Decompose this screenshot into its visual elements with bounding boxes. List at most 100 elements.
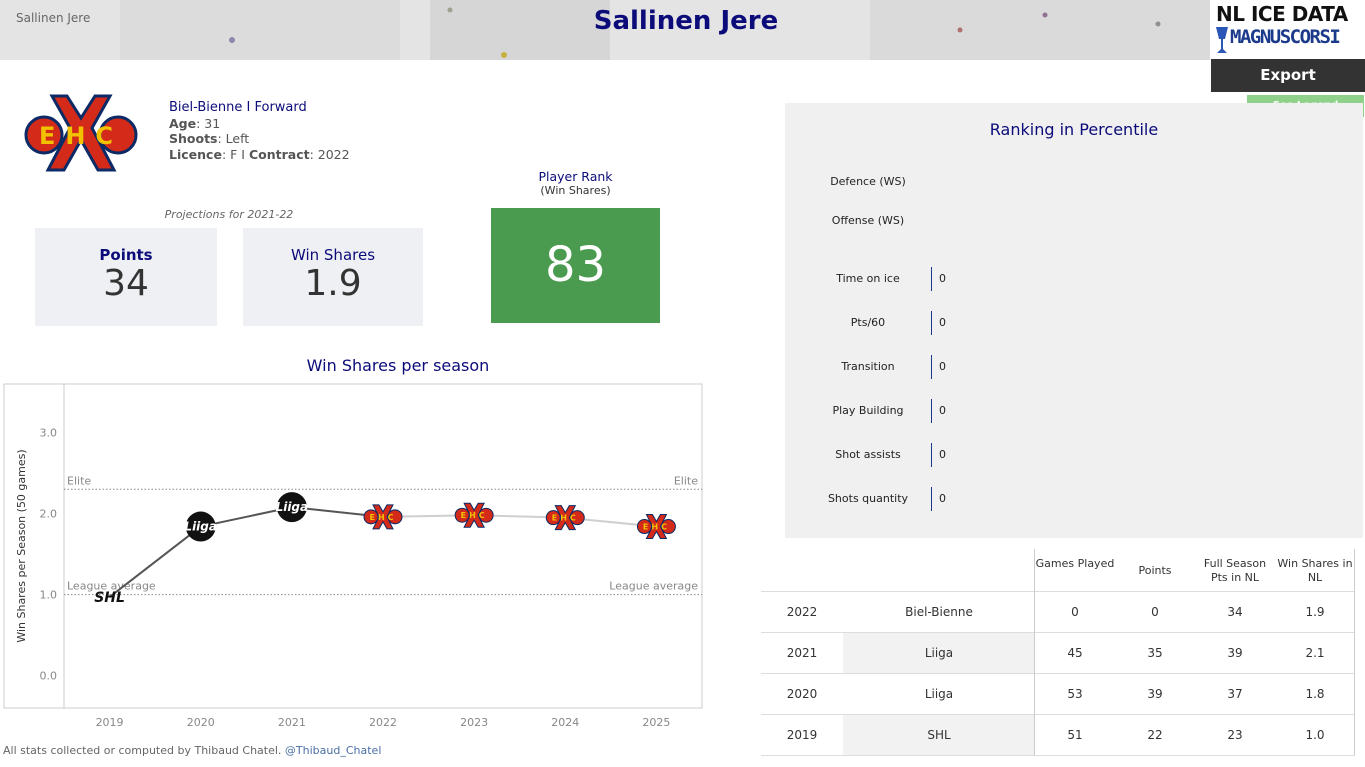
age-value: : 31 [196, 115, 221, 131]
team-logo: EHC [24, 94, 138, 172]
ehc-logo-left [363, 509, 379, 525]
table-cell-ws: 1.8 [1305, 687, 1325, 701]
ehc-logo-text: EHC [369, 513, 396, 522]
points-label: Points [99, 246, 153, 264]
page-title: Sallinen Jere [593, 6, 779, 36]
percentile-row: Shots quantity 0 [785, 487, 1363, 511]
twitter-handle-link[interactable]: @Thibaud_Chatel [284, 744, 382, 757]
percentile-value: 0 [939, 448, 946, 461]
column-header[interactable]: Points [1138, 564, 1172, 577]
table-bottom-border [761, 755, 1355, 756]
win-shares-label: Win Shares [290, 246, 376, 264]
header-banner: Sallinen Jere Sallinen Jere [0, 0, 1210, 60]
shoots-value: : Left [217, 131, 250, 146]
contract-label: Contract [248, 146, 310, 162]
reference-label-right: Elite [674, 474, 698, 487]
table-cell-league: Biel-Bienne [905, 605, 973, 619]
percentile-bar [931, 487, 932, 511]
liiga-logo-icon [276, 492, 307, 523]
ehc-logo-icon [372, 504, 394, 530]
player-rank-title: Player Rank (Win Shares) [491, 170, 660, 198]
percentile-bar [931, 311, 932, 335]
percentile-value: 0 [939, 492, 946, 505]
percentile-bar [931, 355, 932, 379]
footer-credit: All stats collected or computed by Thiba… [3, 744, 381, 757]
points-value: 34 [103, 263, 149, 304]
data-point: SHL [94, 590, 125, 606]
data-point: EHC [636, 514, 676, 540]
licence-label: Licence [169, 146, 222, 162]
y-tick-label: 0.0 [40, 670, 58, 683]
y-axis-label: Win Shares per Season (50 games) [15, 449, 28, 642]
breadcrumb[interactable]: Sallinen Jere [16, 11, 91, 25]
row-shade [843, 633, 1035, 674]
player-rank-label: Player Rank [538, 169, 613, 184]
ehc-logo-icon [463, 502, 485, 528]
ehc-logo-left [545, 510, 561, 526]
ice-map-background [0, 0, 1210, 60]
shoots-label: Shoots [169, 131, 218, 146]
percentile-panel: Ranking in Percentile Defence (WS) Offens… [785, 103, 1363, 538]
projections-title: Projections for 2021-22 [164, 208, 294, 221]
ehc-logo-left [636, 519, 652, 535]
x-tick-label: 2020 [187, 716, 215, 729]
percentile-bar [931, 267, 932, 291]
percentile-label: Time on ice [836, 272, 900, 285]
percentile-row: Transition 0 [785, 355, 1363, 379]
table-cell-ws: 1.9 [1305, 605, 1325, 619]
column-header[interactable]: Full Season Pts in NL [1203, 557, 1267, 584]
x-tick-label: 2019 [96, 716, 124, 729]
percentile-row: Time on ice 0 [785, 267, 1363, 291]
table-row[interactable]: 2022 Biel-Bienne 0 0 34 1.9 [761, 591, 1355, 632]
percentile-title: Ranking in Percentile [989, 120, 1159, 139]
liiga-logo-text: Liiga [276, 500, 309, 514]
table-cell-full: 39 [1227, 646, 1243, 660]
series-segment [108, 525, 202, 598]
table-cell-gp: 0 [1071, 605, 1079, 619]
table-cell-league: Liiga [924, 646, 954, 660]
table-cell-year: 2019 [786, 728, 818, 742]
reference-label-right: League average [609, 580, 698, 593]
table-row[interactable]: 2021 Liiga 45 35 39 2.1 [761, 632, 1355, 674]
table-row[interactable]: 2019 SHL 51 22 23 1.0 [761, 714, 1355, 756]
percentile-bar [931, 399, 932, 423]
points-card: Points 34 [35, 228, 217, 326]
column-divider [1354, 549, 1355, 755]
percentile-value: 0 [939, 360, 946, 373]
reference-label-left: Elite [67, 474, 91, 487]
table-row[interactable]: 2020 Liiga 53 39 37 1.8 [761, 673, 1355, 714]
liiga-logo-text: Liiga [184, 520, 217, 534]
percentile-label: Defence (WS) [830, 175, 906, 188]
win-shares-chart[interactable]: 0.0 1.0 2.0 3.0 2019 2020 2021 2022 2023 2024 2025… [0, 380, 710, 740]
column-divider [1034, 549, 1035, 755]
percentile-value: 0 [939, 404, 946, 417]
ehc-logo-left [454, 507, 470, 523]
data-point: EHC [454, 502, 494, 528]
percentile-label: Shots quantity [827, 492, 909, 505]
percentile-row: Play Building 0 [785, 399, 1363, 423]
ehc-logo-text: EHC [643, 523, 670, 532]
series-segment [200, 506, 293, 528]
export-button[interactable]: Export [1211, 59, 1365, 92]
contract-value: : 2022 [309, 146, 350, 162]
ehc-logo-right [569, 510, 585, 526]
ehc-logo-text: EHC [461, 511, 488, 520]
table-cell-full: 34 [1227, 605, 1243, 619]
table-cell-pts: 22 [1147, 728, 1163, 742]
team-position: Biel-Bienne I Forward [169, 100, 307, 115]
player-rank-sublabel: (Win Shares) [540, 184, 611, 197]
reference-label-left: League average [67, 580, 156, 593]
table-cell-pts: 39 [1147, 687, 1163, 701]
x-tick-label: 2021 [278, 716, 306, 729]
table-cell-gp: 51 [1067, 728, 1083, 742]
player-info: Biel-Bienne I Forward Age: 31 Shoots: Le… [169, 100, 350, 162]
column-header[interactable]: Games Played [1035, 557, 1115, 570]
data-point: EHC [545, 505, 585, 531]
liiga-logo-icon [185, 511, 216, 542]
percentile-label: Shot assists [835, 448, 901, 461]
column-header[interactable]: Win Shares in NL [1277, 557, 1353, 584]
licence-line: Licence: F I Contract: 2022 [169, 147, 350, 163]
x-tick-label: 2025 [642, 716, 670, 729]
y-tick-label: 2.0 [40, 508, 58, 521]
ehc-logo-icon [645, 514, 668, 540]
